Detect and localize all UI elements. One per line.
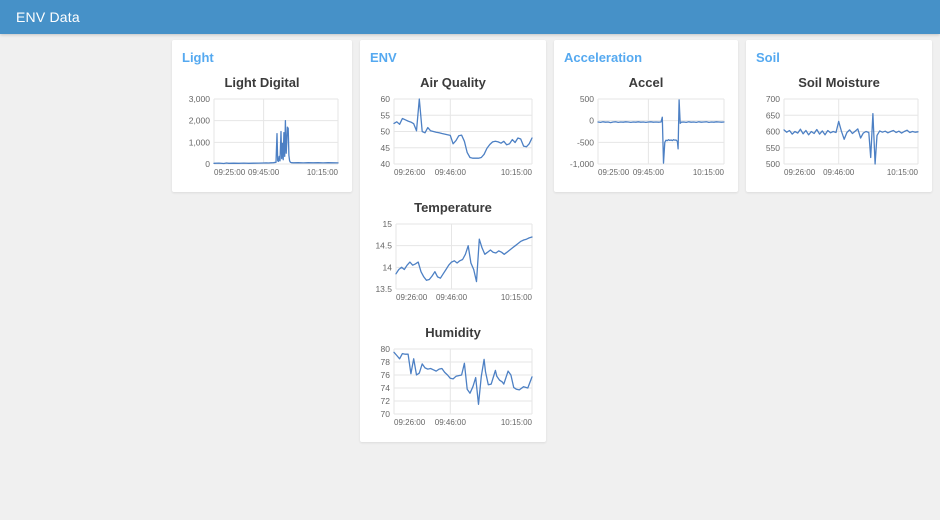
group-card-light: Light Light Digital 0 1,000 2,000 3,000 09:2… (172, 40, 352, 192)
svg-text:10:15:00: 10:15:00 (307, 168, 339, 177)
svg-text:10:15:00: 10:15:00 (887, 168, 919, 177)
svg-text:72: 72 (381, 396, 391, 406)
svg-text:78: 78 (381, 357, 391, 367)
svg-text:55: 55 (381, 110, 391, 120)
temperature-chart[interactable]: 13.5 14 14.5 15 09:26:00 09:46:00 10:15:00 (368, 219, 538, 305)
chart-title-temperature: Temperature (414, 200, 492, 215)
dashboard-content: Light Light Digital 0 1,000 2,000 3,000 09:2… (172, 40, 940, 442)
soil-moisture-chart[interactable]: 500 550 600 650 700 09:26:00 09:46:00 10:15:00 (754, 94, 924, 180)
group-title-light: Light (182, 50, 214, 65)
svg-text:09:45:00: 09:45:00 (248, 168, 280, 177)
svg-text:40: 40 (381, 159, 391, 169)
svg-text:09:45:00: 09:45:00 (633, 168, 665, 177)
svg-text:2,000: 2,000 (189, 116, 211, 126)
svg-text:10:15:00: 10:15:00 (501, 168, 533, 177)
svg-text:650: 650 (766, 110, 780, 120)
svg-text:500: 500 (580, 94, 594, 104)
group-title-acceleration: Acceleration (564, 50, 643, 65)
svg-text:74: 74 (381, 383, 391, 393)
svg-text:1,000: 1,000 (189, 137, 211, 147)
chart-title-accel: Accel (628, 75, 664, 90)
page-title: ENV Data (16, 9, 80, 25)
chart-widget-light-digital: Light Digital 0 1,000 2,000 3,000 09:25:00 09… (180, 75, 344, 180)
chart-title-light-digital: Light Digital (224, 75, 300, 90)
svg-text:10:15:00: 10:15:00 (501, 293, 533, 302)
svg-text:09:46:00: 09:46:00 (435, 168, 467, 177)
chart-title-soil-moisture: Soil Moisture (798, 75, 880, 90)
svg-text:09:26:00: 09:26:00 (784, 168, 816, 177)
chart-title-humidity: Humidity (425, 325, 481, 340)
app-header: ENV Data (0, 0, 940, 34)
svg-text:600: 600 (766, 127, 780, 137)
svg-text:14: 14 (383, 262, 393, 272)
chart-widget-accel: Accel -1,000 -500 0 500 09:25:00 09:45:00 10:1… (562, 75, 730, 180)
svg-text:550: 550 (766, 143, 780, 153)
svg-text:60: 60 (381, 94, 391, 104)
svg-text:50: 50 (381, 127, 391, 137)
svg-text:76: 76 (381, 370, 391, 380)
svg-text:09:25:00: 09:25:00 (214, 168, 246, 177)
svg-text:3,000: 3,000 (189, 94, 211, 104)
svg-text:70: 70 (381, 409, 391, 419)
light-digital-chart[interactable]: 0 1,000 2,000 3,000 09:25:00 09:45:00 10:15:00 (180, 94, 344, 180)
svg-text:-1,000: -1,000 (570, 159, 594, 169)
group-card-acceleration: Acceleration Accel -1,000 -500 0 500 09:25:0… (554, 40, 738, 192)
svg-text:14.5: 14.5 (375, 241, 392, 251)
air-quality-chart[interactable]: 40 45 50 55 60 09:26:00 09:46:00 10:15:00 (368, 94, 538, 180)
svg-text:0: 0 (589, 116, 594, 126)
group-title-env: ENV (370, 50, 397, 65)
svg-text:45: 45 (381, 143, 391, 153)
svg-text:700: 700 (766, 94, 780, 104)
svg-text:10:15:00: 10:15:00 (501, 418, 533, 427)
chart-widget-soil-moisture: Soil Moisture 500 550 600 650 700 09:26:00 09:… (754, 75, 924, 180)
svg-text:15: 15 (383, 219, 393, 229)
chart-widget-temperature: Temperature 13.5 14 14.5 15 09:26:00 09:46:00… (368, 200, 538, 305)
svg-text:500: 500 (766, 159, 780, 169)
svg-text:09:26:00: 09:26:00 (394, 168, 426, 177)
accel-chart[interactable]: -1,000 -500 0 500 09:25:00 09:45:00 10:15:00 (562, 94, 730, 180)
group-card-soil: Soil Soil Moisture 500 550 600 650 700 09:26:… (746, 40, 932, 192)
svg-text:09:26:00: 09:26:00 (396, 293, 428, 302)
svg-text:10:15:00: 10:15:00 (693, 168, 725, 177)
humidity-chart[interactable]: 70 72 74 76 78 80 09:26:00 09:46:00 10:15:00 (368, 344, 538, 430)
chart-widget-air-quality: Air Quality 40 45 50 55 60 09:26:00 09:46:00 10… (368, 75, 538, 180)
chart-title-air-quality: Air Quality (420, 75, 486, 90)
group-title-soil: Soil (756, 50, 780, 65)
svg-text:09:46:00: 09:46:00 (436, 293, 468, 302)
svg-text:0: 0 (205, 159, 210, 169)
svg-text:-500: -500 (577, 137, 594, 147)
svg-text:09:46:00: 09:46:00 (823, 168, 855, 177)
svg-text:09:46:00: 09:46:00 (435, 418, 467, 427)
chart-widget-humidity: Humidity 70 72 74 76 78 80 09:26:00 09:46:00 10:… (368, 325, 538, 430)
svg-text:80: 80 (381, 344, 391, 354)
svg-text:13.5: 13.5 (375, 284, 392, 294)
svg-text:09:25:00: 09:25:00 (598, 168, 630, 177)
svg-text:09:26:00: 09:26:00 (394, 418, 426, 427)
group-card-env: ENV Air Quality 40 45 50 55 60 09:26:00 09:46:… (360, 40, 546, 442)
